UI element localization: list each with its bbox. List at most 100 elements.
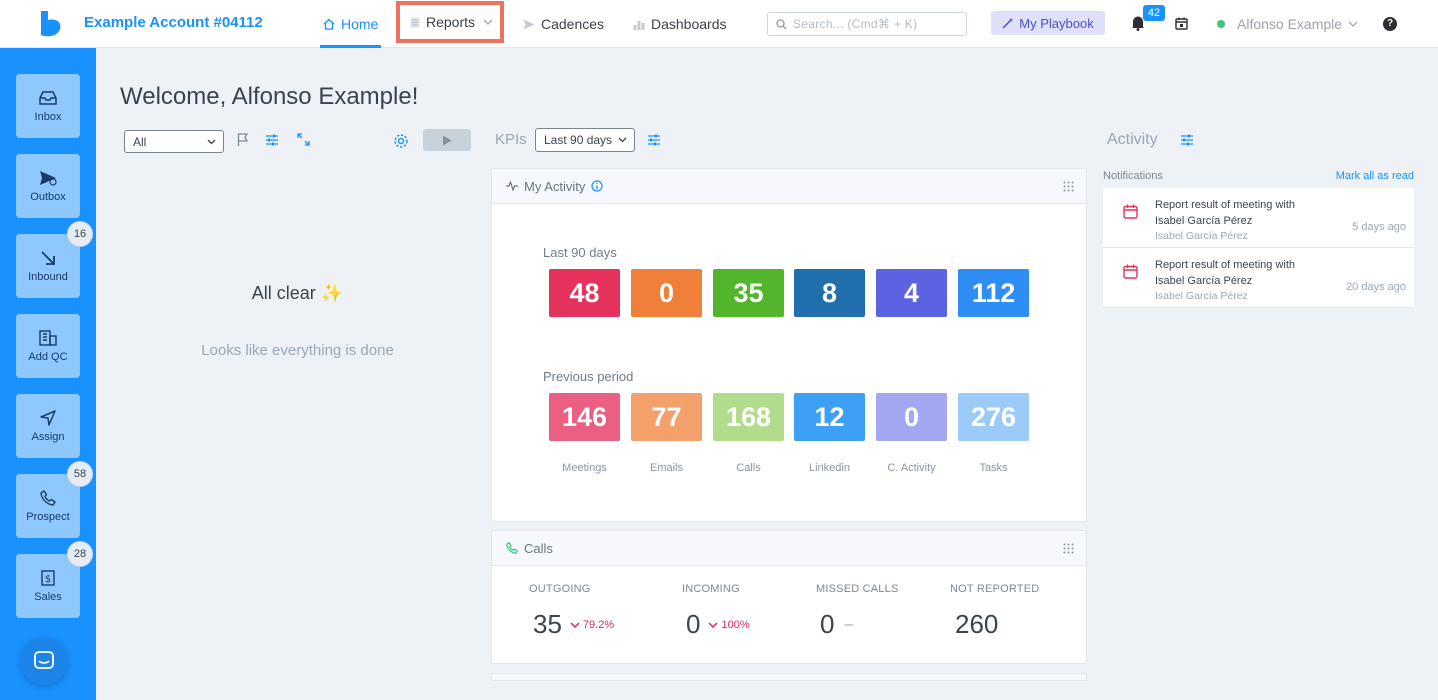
sidebar-item-assign[interactable]: Assign [16, 394, 80, 458]
kpi-settings-sliders-icon[interactable] [647, 133, 661, 147]
nav-dashboards[interactable]: Dashboards [633, 0, 727, 48]
outgoing-delta-value: 79.2% [582, 618, 615, 631]
kpi-tile-current[interactable]: 48 [549, 269, 620, 317]
sidebar-item-add-qc[interactable]: Add QC [16, 314, 80, 378]
sidebar-item-label: Prospect [26, 511, 70, 523]
activity-pulse-icon [506, 181, 518, 191]
account-name[interactable]: Example Account #04112 [84, 14, 263, 31]
calendar-icon[interactable] [1175, 17, 1188, 30]
outgoing-value: 35 [533, 609, 562, 639]
phone-icon [506, 542, 518, 554]
calendar-icon [1123, 204, 1138, 219]
incoming-delta: 100% [708, 619, 750, 631]
arrow-down-right-icon [40, 249, 56, 267]
outgoing-delta: 79.2% [570, 619, 614, 631]
kpi-category-label: Calls [736, 462, 761, 474]
missed-calls-stat: MISSED CALLS 0 – [816, 583, 956, 640]
drag-handle-icon[interactable] [1063, 543, 1074, 554]
sidebar-item-outbox[interactable]: Outbox [16, 154, 80, 218]
mark-all-read-link[interactable]: Mark all as read [1335, 170, 1414, 182]
kpi-range-value: Last 90 days [544, 133, 613, 147]
kpis-label: KPIs [495, 131, 527, 148]
search-input[interactable]: Search... (Cmd⌘ + K) [767, 12, 967, 36]
filter-select[interactable]: All [124, 130, 224, 153]
sidebar-item-label: Inbound [28, 271, 68, 283]
top-bar: Example Account #04112 Home Reports Cade… [0, 0, 1438, 48]
not-reported-label: NOT REPORTED [950, 583, 1040, 595]
kpi-category-label: Tasks [979, 462, 1008, 474]
drag-handle-icon[interactable] [1063, 181, 1074, 192]
home-icon [323, 18, 335, 30]
calendar-icon [1123, 264, 1138, 279]
chevron-down-icon [483, 19, 493, 25]
sidebar-item-sales[interactable]: $ Sales 28 [16, 542, 92, 618]
notification-contact: Isabel García Pérez [1155, 290, 1248, 302]
my-activity-header: My Activity [491, 168, 1087, 204]
nav-reports-label: Reports [426, 14, 476, 30]
help-icon[interactable]: ? [1383, 17, 1397, 31]
notification-title: Report result of meeting with Isabel Gar… [1155, 259, 1296, 287]
kpi-range-select[interactable]: Last 90 days [535, 128, 635, 152]
kpi-tile-previous[interactable]: 168 [713, 393, 784, 441]
nav-reports[interactable]: Reports [396, 1, 504, 43]
incoming-label: INCOMING [682, 583, 740, 595]
filter-select-value: All [133, 134, 147, 149]
not-reported-calls-stat: NOT REPORTED 260 [950, 583, 1090, 640]
send-icon [39, 169, 57, 187]
nav-home-label: Home [341, 16, 379, 32]
svg-text:$: $ [45, 574, 51, 585]
play-button[interactable] [423, 129, 471, 151]
sidebar-item-label: Sales [34, 591, 62, 603]
search-placeholder: Search... (Cmd⌘ + K) [793, 17, 918, 31]
flag-icon[interactable] [237, 133, 249, 147]
search-icon [776, 18, 787, 29]
kpi-category-label: C. Activity [887, 462, 936, 474]
chat-launcher-button[interactable] [20, 637, 68, 685]
kpi-tile-previous[interactable]: 276 [958, 393, 1029, 441]
nav-dashboards-label: Dashboards [651, 16, 727, 32]
nav-home[interactable]: Home [319, 0, 382, 48]
logo-icon[interactable] [38, 11, 62, 37]
my-playbook-button[interactable]: My Playbook [991, 11, 1105, 35]
user-name: Alfonso Example [1237, 16, 1343, 32]
gear-icon[interactable] [393, 133, 409, 149]
nav-cadences[interactable]: Cadences [523, 0, 604, 48]
notification-item[interactable]: Report result of meeting with Isabel Gar… [1103, 188, 1414, 248]
activity-filter-sliders-icon[interactable] [1180, 133, 1194, 147]
dollar-icon: $ [41, 569, 55, 587]
user-menu[interactable]: Alfonso Example [1217, 16, 1358, 32]
kpi-tile-current[interactable]: 0 [631, 269, 702, 317]
kpi-tile-current[interactable]: 35 [713, 269, 784, 317]
notification-item[interactable]: Report result of meeting with Isabel Gar… [1103, 248, 1414, 308]
kpi-tile-previous[interactable]: 146 [549, 393, 620, 441]
expand-icon[interactable] [297, 133, 310, 146]
kpi-tile-previous[interactable]: 12 [794, 393, 865, 441]
info-icon[interactable] [591, 180, 604, 192]
kpi-category-label: Meetings [562, 462, 607, 474]
navigation-icon [40, 409, 56, 427]
kpi-tile-current[interactable]: 8 [794, 269, 865, 317]
sidebar-item-inbox[interactable]: Inbox [16, 74, 80, 138]
my-activity-title: My Activity [524, 178, 586, 194]
magic-wand-icon [1002, 17, 1014, 29]
sidebar-item-inbound[interactable]: Inbound 16 [16, 222, 92, 298]
building-icon [39, 329, 57, 347]
kpi-tile-current[interactable]: 4 [876, 269, 947, 317]
filter-sliders-icon[interactable] [265, 133, 279, 147]
incoming-value: 0 [686, 609, 701, 639]
sidebar-item-prospect[interactable]: Prospect 58 [16, 462, 92, 538]
all-clear-heading: All clear ✨ [251, 283, 344, 303]
incoming-calls-stat: INCOMING 0 100% [682, 583, 822, 640]
bell-icon[interactable] [1131, 15, 1145, 31]
kpi-tile-previous[interactable]: 77 [631, 393, 702, 441]
kpi-tile-previous[interactable]: 0 [876, 393, 947, 441]
kpi-tile-current[interactable]: 112 [958, 269, 1029, 317]
page-title: Welcome, Alfonso Example! [120, 83, 419, 110]
my-activity-panel [491, 204, 1087, 522]
bar-chart-icon [633, 19, 645, 30]
notification-count-badge: 42 [1143, 5, 1165, 21]
inbox-icon [39, 89, 57, 107]
sidebar: Inbox Outbox Inbound 16 Add QC Assign Pr… [0, 48, 96, 700]
missed-label: MISSED CALLS [816, 583, 899, 595]
previous-period-label: Previous period [543, 369, 634, 384]
